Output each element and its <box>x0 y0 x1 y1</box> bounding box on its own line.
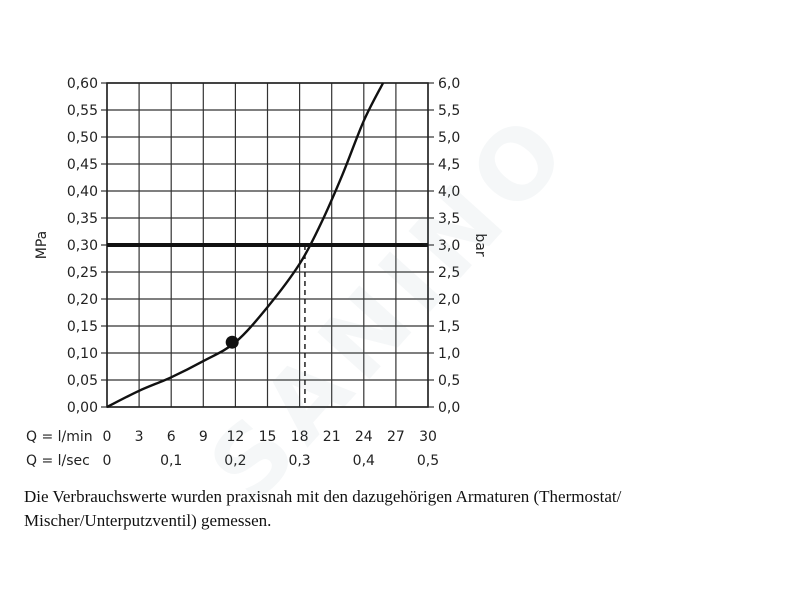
right-axis-ticks: 0,0 0,5 1,0 1,5 2,0 2,5 3,0 3,5 4,0 4,5 5,0 5,5 6,0 <box>438 76 460 416</box>
y-left-tick-label: 0,30 <box>67 238 98 254</box>
x-lsec-tick-label: 0,4 <box>353 453 375 469</box>
x-lmin-tick-label: 21 <box>323 429 341 445</box>
x-lmin-tick-label: 24 <box>355 429 373 445</box>
left-axis-ticks: 0,00 0,05 0,10 0,15 0,20 0,25 0,30 0,35 0,40 0,45… <box>67 76 98 416</box>
y-left-tick-label: 0,00 <box>67 400 98 416</box>
x-row1-label: Q = l/min <box>26 429 93 445</box>
x-lsec-tick-label: 0 <box>103 453 112 469</box>
y-right-tick-label: 4,5 <box>438 157 460 173</box>
y-right-tick-label: 6,0 <box>438 76 460 92</box>
y-right-tick-label: 5,0 <box>438 130 460 146</box>
reference-line-group <box>107 243 428 407</box>
x-lsec-tick-label: 0,2 <box>224 453 246 469</box>
x-lmin-tick-label: 30 <box>419 429 437 445</box>
y-right-axis-label: bar <box>472 233 488 256</box>
y-left-tick-label: 0,45 <box>67 157 98 173</box>
y-left-tick-label: 0,10 <box>67 346 98 362</box>
y-left-tick-label: 0,40 <box>67 184 98 200</box>
x-axis-lmin-ticks: 0 3 6 9 12 15 18 21 24 27 30 <box>103 429 437 445</box>
x-lsec-tick-label: 0,5 <box>417 453 439 469</box>
y-right-tick-label: 5,5 <box>438 103 460 119</box>
y-right-tick-label: 2,0 <box>438 292 460 308</box>
x-lmin-tick-label: 6 <box>167 429 176 445</box>
y-left-tick-label: 0,55 <box>67 103 98 119</box>
y-right-tick-label: 1,5 <box>438 319 460 335</box>
x-axis-lsec-ticks: 0 0,1 0,2 0,3 0,4 0,5 <box>103 453 440 469</box>
y-left-tick-label: 0,15 <box>67 319 98 335</box>
x-lmin-tick-label: 0 <box>103 429 112 445</box>
chart-caption: Die Verbrauchswerte wurden praxisnah mit… <box>24 487 622 530</box>
y-left-tick-label: 0,05 <box>67 373 98 389</box>
y-left-tick-label: 0,25 <box>67 265 98 281</box>
x-lmin-tick-label: 9 <box>199 429 208 445</box>
y-right-tick-label: 0,0 <box>438 400 460 416</box>
y-right-tick-label: 0,5 <box>438 373 460 389</box>
y-right-tick-label: 4,0 <box>438 184 460 200</box>
y-left-tick-label: 0,60 <box>67 76 98 92</box>
y-right-tick-label: 3,5 <box>438 211 460 227</box>
x-lmin-tick-label: 27 <box>387 429 405 445</box>
operating-point-marker <box>225 335 239 349</box>
y-left-axis-label: MPa <box>34 231 50 259</box>
y-left-tick-label: 0,35 <box>67 211 98 227</box>
x-row2-label: Q = l/sec <box>26 453 90 469</box>
x-lmin-tick-label: 18 <box>291 429 309 445</box>
y-left-tick-label: 0,50 <box>67 130 98 146</box>
x-lmin-tick-label: 12 <box>226 429 244 445</box>
y-right-tick-label: 3,0 <box>438 238 460 254</box>
x-lmin-tick-label: 15 <box>259 429 277 445</box>
y-right-tick-label: 1,0 <box>438 346 460 362</box>
pressure-flow-curve <box>106 82 385 409</box>
x-lsec-tick-label: 0,3 <box>288 453 310 469</box>
x-lsec-tick-label: 0,1 <box>160 453 182 469</box>
y-right-tick-label: 2,5 <box>438 265 460 281</box>
x-lmin-tick-label: 3 <box>135 429 144 445</box>
curve-group <box>106 82 385 409</box>
pressure-flow-chart: 0,000,050,100,150,200,250,300,350,400,45… <box>26 76 488 469</box>
y-left-tick-label: 0,20 <box>67 292 98 308</box>
